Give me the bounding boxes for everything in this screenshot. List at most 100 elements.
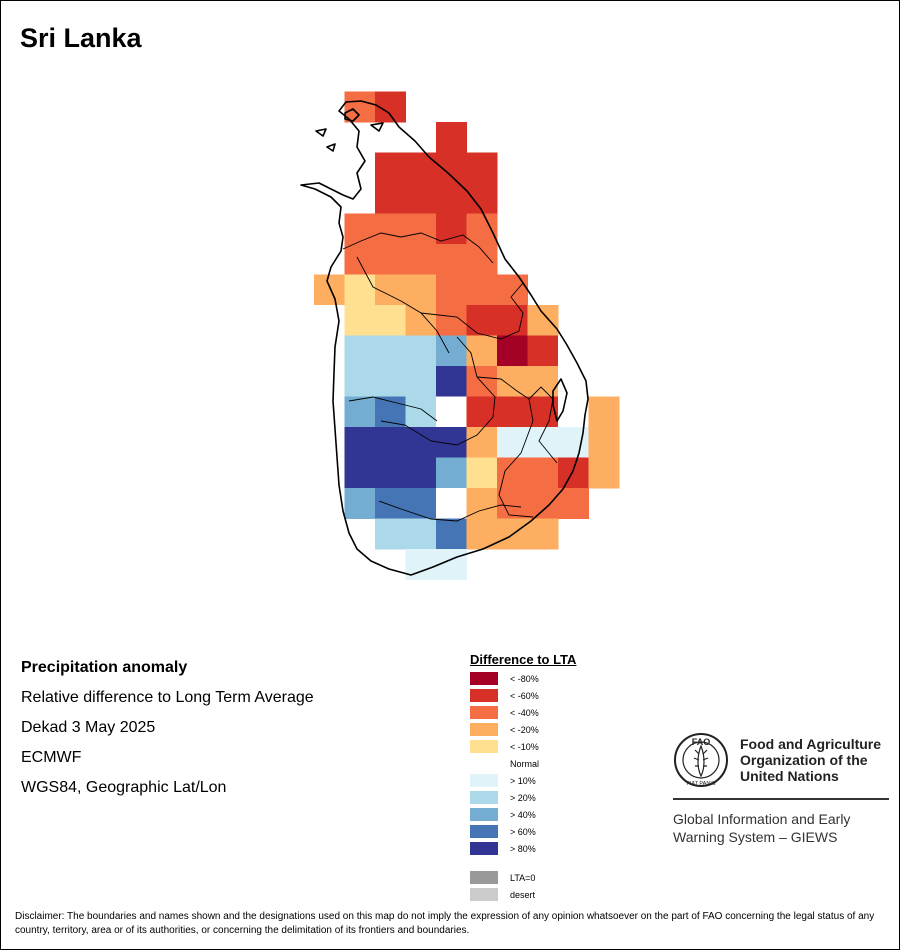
- legend-label: > 40%: [510, 809, 536, 820]
- anomaly-cell: [436, 183, 467, 214]
- legend-item-9: > 60%: [470, 823, 576, 840]
- legend-swatch: [470, 774, 498, 787]
- legend-swatch: [470, 672, 498, 685]
- anomaly-cell: [466, 274, 498, 306]
- legend-label: > 60%: [510, 826, 536, 837]
- anomaly-cell: [344, 366, 376, 397]
- legend-swatch: [470, 757, 498, 770]
- anomaly-cell: [466, 244, 498, 275]
- anomaly-cell: [558, 335, 589, 367]
- anomaly-cell: [436, 152, 467, 184]
- anomaly-cell: [344, 244, 376, 275]
- legend-swatch: [470, 740, 498, 753]
- giews-line-1: Global Information and Early: [673, 811, 851, 827]
- anomaly-cell: [344, 396, 376, 428]
- anomaly-cell: [405, 427, 437, 458]
- anomaly-cell: [436, 518, 467, 550]
- legend-title: Difference to LTA: [470, 652, 577, 667]
- anomaly-cell: [375, 335, 406, 367]
- boundary-central: [420, 282, 524, 340]
- province-boundaries: [342, 232, 558, 522]
- anomaly-cell: [527, 488, 559, 519]
- anomaly-cell: [375, 183, 406, 214]
- info-heading: Precipitation anomaly: [21, 659, 188, 676]
- anomaly-cell: [466, 335, 498, 367]
- anomaly-cell: [436, 122, 467, 153]
- anomaly-cell: [436, 244, 467, 275]
- legend-label: desert: [510, 889, 536, 900]
- anomaly-cell: [527, 457, 559, 489]
- anomaly-cell: [375, 518, 406, 550]
- boundary-sabaragamuwa: [380, 336, 496, 446]
- legend-item-4: < -10%: [470, 738, 576, 755]
- anomaly-cell: [375, 305, 406, 336]
- legend-extra-0: LTA=0: [470, 869, 576, 886]
- legend-items: < -80% < -60% < -40% < -20% < -10% Normal > 10…: [470, 670, 576, 903]
- legend-item-6: > 10%: [470, 772, 576, 789]
- anomaly-cell: [405, 518, 437, 550]
- anomaly-cell: [314, 305, 345, 336]
- anomaly-cell: [436, 335, 467, 367]
- anomaly-cell: [436, 457, 467, 489]
- anomaly-cell: [497, 305, 528, 336]
- legend-swatch: [470, 723, 498, 736]
- boundary-north-western: [356, 256, 450, 354]
- country-outline: [300, 100, 589, 576]
- anomaly-cell: [466, 488, 498, 519]
- legend-swatch: [470, 842, 498, 855]
- legend-item-0: < -80%: [470, 670, 576, 687]
- anomaly-cell: [466, 457, 498, 489]
- anomaly-cell: [466, 213, 498, 245]
- map-title: Sri Lanka: [20, 23, 142, 53]
- sri-lanka-coastline: [300, 100, 589, 576]
- anomaly-cell: [466, 366, 498, 397]
- anomaly-cell: [375, 152, 406, 184]
- giews-name: Global Information and Early Warning Sys…: [673, 810, 889, 846]
- anomaly-cell: [344, 305, 376, 336]
- anomaly-cell: [405, 274, 437, 306]
- anomaly-cell: [344, 91, 376, 123]
- fao-emblem-motto: FIAT PANIS: [686, 781, 715, 787]
- legend-label: < -20%: [510, 724, 539, 735]
- legend-label: > 80%: [510, 843, 536, 854]
- fao-name-line-2: Organization of the: [740, 752, 868, 768]
- anomaly-cell: [497, 488, 528, 519]
- legend-item-10: > 80%: [470, 840, 576, 857]
- legend-label: < -40%: [510, 707, 539, 718]
- legend-item-3: < -20%: [470, 721, 576, 738]
- anomaly-cell: [436, 366, 467, 397]
- legend-label: < -10%: [510, 741, 539, 752]
- info-source: ECMWF: [21, 749, 82, 766]
- anomaly-cell: [497, 366, 528, 397]
- anomaly-cell: [588, 427, 620, 458]
- fao-name-line-3: United Nations: [740, 768, 839, 784]
- legend-swatch: [470, 808, 498, 821]
- anomaly-cell: [405, 213, 437, 245]
- legend-label: < -60%: [510, 690, 539, 701]
- legend-label: Normal: [510, 758, 540, 769]
- anomaly-cell: [497, 335, 528, 367]
- legend-swatch: [470, 689, 498, 702]
- fao-divider: [673, 798, 889, 800]
- anomaly-cell: [436, 488, 467, 519]
- anomaly-cell: [466, 427, 498, 458]
- anomaly-cell: [375, 488, 406, 519]
- boundary-north-central: [342, 232, 494, 264]
- legend-swatch: [470, 706, 498, 719]
- anomaly-cell: [466, 396, 498, 428]
- anomaly-cell: [405, 488, 437, 519]
- legend-swatch: [470, 791, 498, 804]
- fao-name-line-1: Food and Agriculture: [740, 736, 882, 752]
- anomaly-cell: [558, 457, 589, 489]
- anomaly-cell: [527, 427, 559, 458]
- anomaly-cell: [405, 183, 437, 214]
- info-projection: WGS84, Geographic Lat/Lon: [21, 779, 227, 796]
- anomaly-cell: [405, 244, 437, 275]
- anomaly-cell: [527, 335, 559, 367]
- fao-emblem-icon: FAO FIAT PANIS: [674, 733, 728, 787]
- legend-item-2: < -40%: [470, 704, 576, 721]
- fao-name: Food and Agriculture Organization of the…: [740, 736, 881, 784]
- legend-label: LTA=0: [510, 872, 536, 883]
- legend-swatch: [470, 825, 498, 838]
